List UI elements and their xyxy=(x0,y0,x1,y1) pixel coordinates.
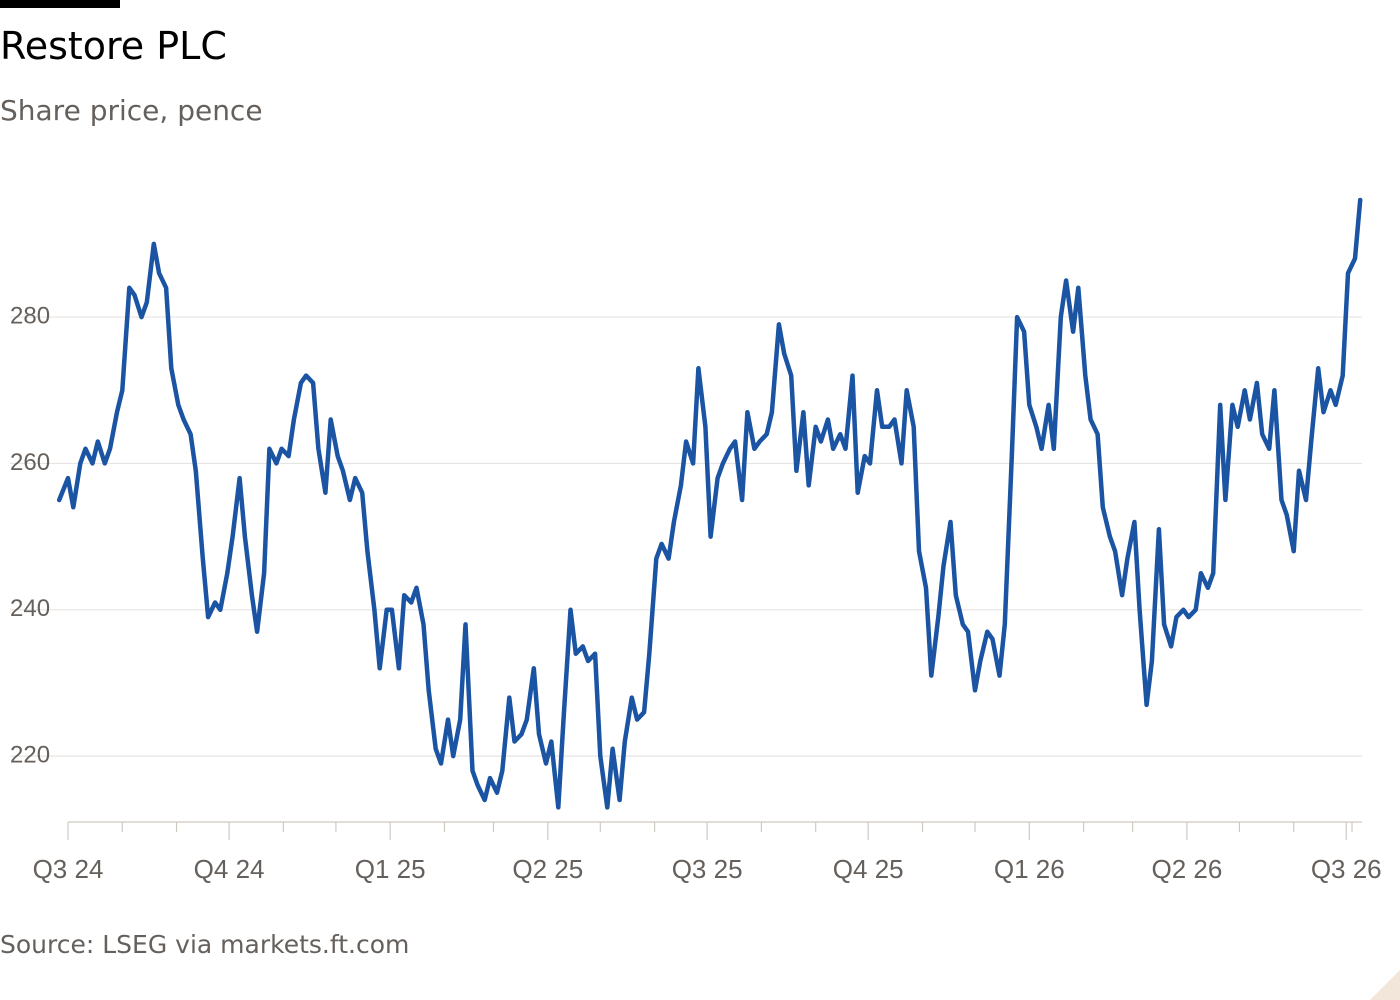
y-tick-label-220: 220 xyxy=(10,741,50,768)
series-line-0 xyxy=(56,197,1363,810)
page-title: Restore PLC xyxy=(0,24,227,68)
brand-bar xyxy=(0,0,120,8)
corner-decoration xyxy=(1370,970,1400,1000)
x-tick-label-q1-26: Q1 26 xyxy=(994,854,1065,884)
x-tick-label-q4-25: Q4 25 xyxy=(833,854,904,884)
grid-layer xyxy=(10,316,1362,757)
x-tick-label-q2-26: Q2 26 xyxy=(1151,854,1222,884)
line-chart: 220 240 260 280 Q3 24 Q4 24 Q1 25 Q2 25 Q3 25 Q4… xyxy=(10,197,1382,884)
series-layer xyxy=(56,197,1363,810)
x-tick-label-q4-24: Q4 24 xyxy=(194,854,265,884)
y-tick-label-260: 260 xyxy=(10,449,50,476)
x-tick-label-q1-25: Q1 25 xyxy=(355,854,426,884)
x-tick-label-q3-24: Q3 24 xyxy=(33,854,104,884)
y-tick-label-280: 280 xyxy=(10,302,50,329)
source-note: Source: LSEG via markets.ft.com xyxy=(0,930,410,959)
y-axis-labels: 220 240 260 280 xyxy=(10,302,50,768)
x-tick-label-q3-25: Q3 25 xyxy=(672,854,743,884)
x-tick-label-q2-25: Q2 25 xyxy=(512,854,583,884)
x-axis: Q3 24 Q4 24 Q1 25 Q2 25 Q3 25 Q4 25 Q1 26 Q2 26… xyxy=(33,821,1382,884)
y-tick-label-240: 240 xyxy=(10,595,50,622)
x-tick-label-q3-26: Q3 26 xyxy=(1311,854,1382,884)
page-subtitle: Share price, pence xyxy=(0,94,263,127)
